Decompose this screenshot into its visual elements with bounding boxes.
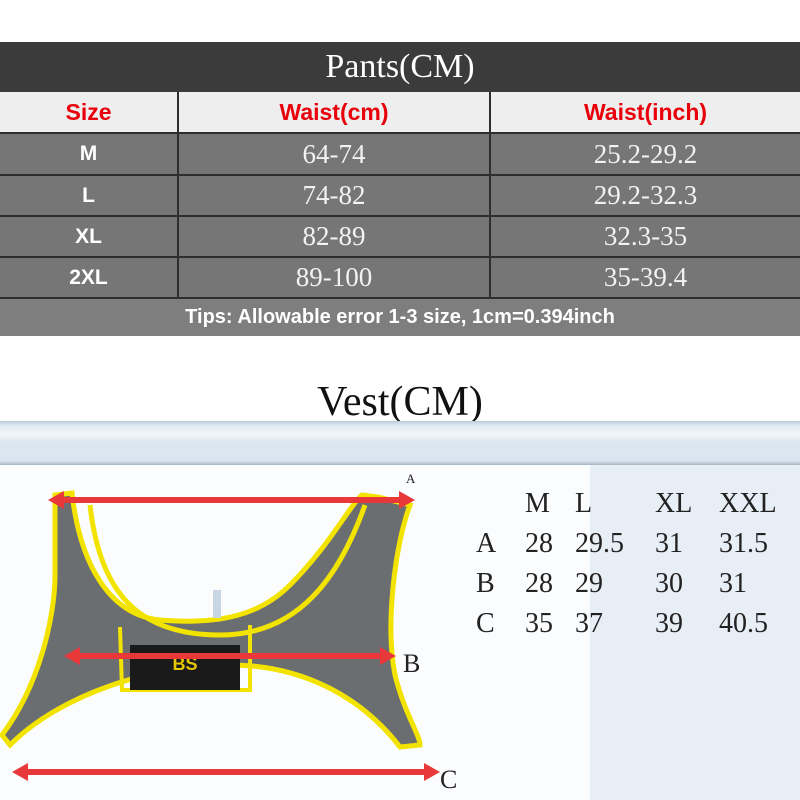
waist-inch-cell: 29.2-32.3 — [593, 180, 698, 210]
waist-inch-cell: 25.2-29.2 — [593, 138, 698, 169]
arrow-c — [12, 763, 440, 781]
value-cell: 30 — [655, 568, 683, 599]
vest-inner-trim — [87, 504, 368, 638]
waist-cm-cell: 82-89 — [179, 217, 491, 256]
table-row: XL 82-89 32.3-35 — [0, 215, 800, 256]
vest-table-panel — [590, 465, 800, 800]
row-label: A — [476, 528, 497, 559]
tips-text: Tips: Allowable error 1-3 size, 1cm=0.39… — [0, 297, 800, 336]
marker-c: C — [440, 765, 457, 794]
arrow-a — [48, 491, 415, 509]
value-cell: 39 — [655, 608, 683, 639]
table-row: M 64-74 25.2-29.2 — [0, 132, 800, 174]
marker-b: B — [403, 649, 420, 678]
decorative-banner — [0, 421, 800, 465]
pants-title: Pants(CM) — [0, 42, 800, 92]
header-m: M — [525, 488, 550, 519]
size-cell: 2XL — [0, 258, 179, 297]
value-cell: 29 — [575, 568, 603, 599]
header-waist-inch: Waist(inch) — [583, 98, 708, 125]
value-cell: 28 — [525, 528, 553, 559]
value-cell: 28 — [525, 568, 553, 599]
waist-inch-cell: 32.3-35 — [603, 221, 688, 251]
value-cell: 37 — [575, 608, 603, 639]
value-cell: 31.5 — [719, 528, 768, 559]
vest-shape: BS — [0, 490, 423, 750]
brand-label — [130, 645, 240, 690]
value-cell: 31 — [655, 528, 683, 559]
size-cell: M — [0, 134, 179, 174]
header-l: L — [575, 488, 593, 519]
vest-title: Vest(CM) — [317, 379, 483, 425]
waist-cm-cell: 89-100 — [179, 258, 491, 297]
size-cell: L — [0, 176, 179, 215]
header-size: Size — [0, 92, 179, 132]
pants-header-row: Size Waist(cm) Waist(inch) — [0, 92, 800, 132]
row-label: B — [476, 568, 495, 599]
value-cell: 31 — [719, 568, 747, 599]
waist-cm-cell: 64-74 — [179, 134, 491, 174]
pants-size-table: Pants(CM) Size Waist(cm) Waist(inch) M 6… — [0, 42, 800, 336]
arrow-b — [64, 647, 396, 665]
size-cell: XL — [0, 217, 179, 256]
value-cell: 35 — [525, 608, 553, 639]
header-xxl: XXL — [719, 488, 777, 519]
care-tag — [213, 590, 221, 618]
vest-illustration: BS A B C — [0, 471, 457, 794]
waist-cm-cell: 74-82 — [179, 176, 491, 215]
row-label: C — [476, 608, 495, 639]
header-xl: XL — [655, 488, 693, 519]
waist-inch-cell: 35-39.4 — [603, 262, 688, 292]
table-row: 2XL 89-100 35-39.4 — [0, 256, 800, 297]
vest-body — [0, 490, 423, 750]
table-row: L 74-82 29.2-32.3 — [0, 174, 800, 215]
header-waist-cm: Waist(cm) — [179, 92, 491, 132]
value-cell: 29.5 — [575, 528, 624, 559]
marker-a: A — [406, 471, 416, 486]
value-cell: 40.5 — [719, 608, 768, 639]
